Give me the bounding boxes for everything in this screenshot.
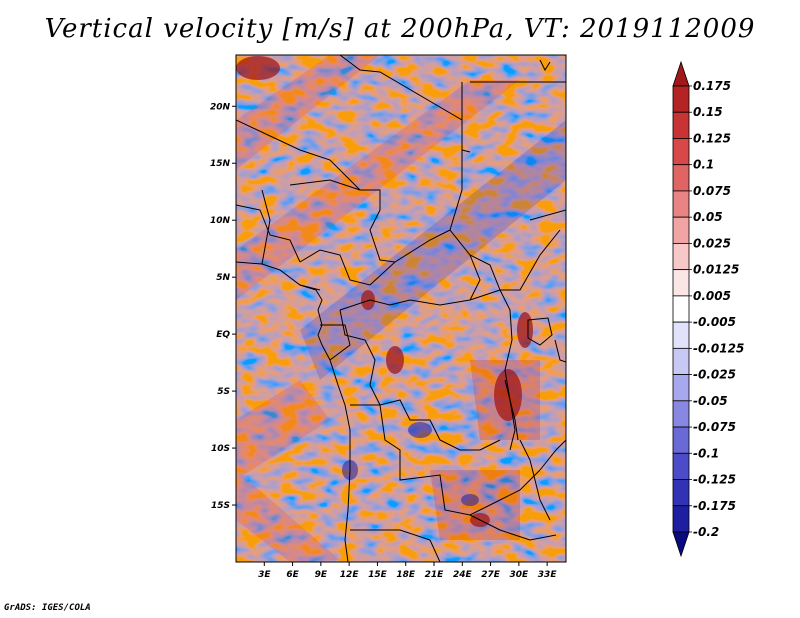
colorbar-label: -0.0125 [693, 341, 744, 355]
colorbar-label: -0.1 [693, 446, 719, 460]
colorbar-segment [672, 321, 690, 349]
colorbar-label: 0.1 [693, 158, 714, 172]
lon-tick-label: 33E [538, 570, 558, 580]
colorbar-bottom-arrow [672, 531, 690, 558]
longitude-axis: 3E 6E 9E 12E 15E 18E 21E 24E 27E 30E 33E [258, 562, 557, 580]
colorbar-label: -0.175 [693, 499, 736, 513]
colorbar-label: -0.025 [693, 368, 736, 382]
lon-tick-label: 30E [510, 570, 530, 580]
colorbar-label: 0.05 [693, 210, 723, 224]
colorbar-label: -0.005 [693, 315, 736, 329]
lon-tick-label: 9E [315, 570, 328, 580]
colorbar-label: -0.125 [693, 473, 736, 487]
chart-title: Vertical velocity [m/s] at 200hPa, VT: 2… [44, 14, 756, 44]
latitude-axis: 20N 15N 10N 5N EQ 5S 10S 15S [210, 102, 236, 511]
lat-tick-label: 10S [211, 444, 230, 454]
colorbar: 0.175 0.15 0.125 0.1 0.075 0.05 0.025 0.0125 0.0… [672, 60, 744, 558]
colorbar-segment [672, 190, 690, 218]
lat-tick-label: 15S [211, 501, 230, 511]
colorbar-segment [672, 347, 690, 375]
colorbar-segment [672, 269, 690, 297]
colorbar-label: -0.075 [693, 420, 736, 434]
colorbar-label: -0.2 [693, 525, 719, 539]
lon-tick-label: 6E [286, 570, 299, 580]
colorbar-segment [672, 216, 690, 244]
colorbar-label: -0.05 [693, 394, 728, 408]
credit-footer: GrADS: IGES/COLA [4, 603, 91, 613]
colorbar-label: 0.15 [693, 105, 723, 119]
lon-tick-label: 21E [425, 570, 445, 580]
lat-tick-label: 15N [210, 159, 231, 169]
lat-tick-label: 5N [216, 273, 230, 283]
colorbar-segment [672, 243, 690, 271]
colorbar-segment [672, 138, 690, 166]
colorbar-label: 0.175 [693, 79, 731, 93]
colorbar-segment [672, 452, 690, 480]
colorbar-segment [672, 111, 690, 139]
colorbar-segment [672, 505, 690, 533]
map-frame [235, 54, 567, 563]
lon-tick-label: 15E [368, 570, 388, 580]
lat-tick-label: EQ [216, 330, 230, 340]
lat-tick-label: 20N [210, 102, 231, 112]
colorbar-segment [672, 164, 690, 192]
lon-tick-label: 18E [396, 570, 416, 580]
lon-tick-label: 3E [258, 570, 271, 580]
colorbar-segment [672, 85, 690, 113]
colorbar-label: 0.0125 [693, 263, 739, 277]
lon-tick-label: 27E [481, 570, 501, 580]
lat-tick-label: 5S [217, 387, 230, 397]
colorbar-top-arrow [672, 60, 690, 87]
colorbar-label: 0.125 [693, 131, 731, 145]
colorbar-segment [672, 400, 690, 428]
lon-tick-label: 24E [453, 570, 473, 580]
colorbar-label: 0.075 [693, 184, 731, 198]
colorbar-segment [672, 374, 690, 402]
colorbar-segment [672, 295, 690, 323]
lon-tick-label: 12E [340, 570, 360, 580]
velocity-field [236, 55, 566, 562]
colorbar-label: 0.025 [693, 236, 731, 250]
colorbar-segment [672, 479, 690, 507]
lat-tick-label: 10N [210, 216, 231, 226]
colorbar-label: 0.005 [693, 289, 731, 303]
colorbar-segment [672, 426, 690, 454]
country-borders [236, 55, 566, 562]
